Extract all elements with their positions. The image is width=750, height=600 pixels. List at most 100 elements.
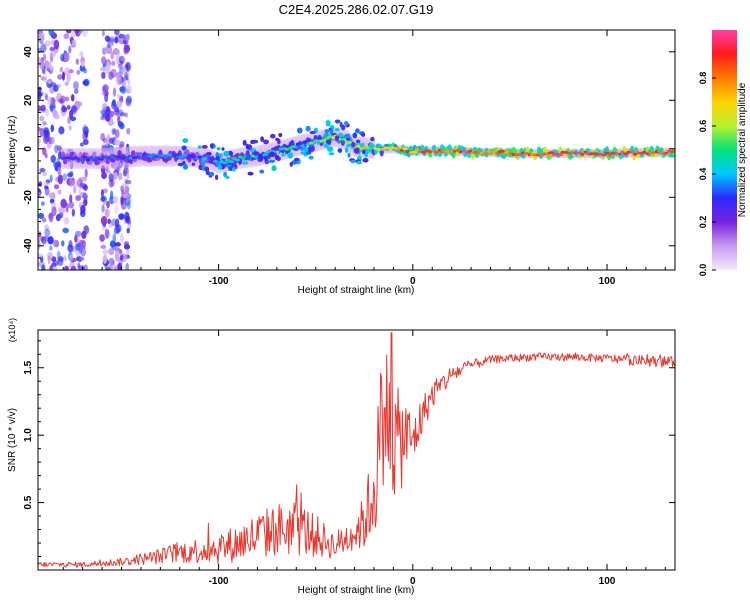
spectrogram-ridge-peak [664,151,668,155]
spectrogram-blob [108,179,114,188]
colorbar-tick-label: 0.6 [698,120,708,133]
spectrogram-ridge-peak [74,156,78,160]
spectrogram-blob [113,172,118,180]
spectrogram-blob [69,177,73,188]
spectrogram-blob [295,142,302,146]
spectrogram-ridge-peak [459,150,463,154]
spectrogram-blob [44,228,51,237]
spectrogram-blob [278,133,283,137]
spectrogram-ridge-peak [431,149,435,153]
spectrogram-blob [102,188,108,194]
spectrogram-blob [48,212,54,223]
spectrogram-blob [71,39,77,46]
spectrogram-blob [242,161,249,165]
spectrogram-blob [53,39,60,50]
spectrogram-blob [114,204,119,215]
spectrogram-blob [119,62,123,71]
spectrogram-blob [38,253,43,259]
spectrogram-blob [107,218,111,224]
spectrogram-blob [82,30,88,37]
spectrogram-ridge-peak [85,158,91,162]
spectrogram-heatmap [38,30,675,270]
spectrogram-blob [60,53,65,62]
spectrogram-blob [116,49,121,55]
spectrogram-blob [82,192,88,200]
spectrogram-blob [57,166,62,176]
spectrogram-blob [61,105,66,113]
spectrogram-blob [41,264,46,270]
spectrogram-blob [347,152,351,158]
spectrogram-blob [38,32,45,42]
spectrogram-blob [126,194,131,202]
spectrogram-blob [68,125,72,131]
spectrogram-blob [64,265,69,270]
spectrogram-ridge-peak [227,160,235,164]
spectrogram-blob [245,154,251,161]
spectrogram-blob [111,60,116,66]
spectrogram-blob [71,104,77,113]
spectrogram-blob [287,152,294,159]
spectrogram-ridge-peak [618,152,621,156]
spectrogram-blob [257,153,264,160]
spectrogram-blob [263,139,269,145]
snr-ylabel: SNR (10 * v/v) [7,408,18,472]
spectrogram-blob [124,179,132,185]
snr-frame [37,329,676,571]
spectrogram-blob [46,142,52,149]
spectrogram-blob [118,213,125,220]
spectrogram-ridge-peak [414,148,421,152]
spectrogram-blob [72,179,78,189]
spectrogram-blob [119,112,126,117]
spectrogram-xlabel: Height of straight line (km) [298,285,415,296]
spectrogram-blob [100,189,104,197]
spectrogram-blob [38,138,41,144]
spectrogram-blob [302,140,308,145]
spectrogram-blob [125,84,132,94]
spectrogram-blob [124,211,130,222]
spectrogram-xtick-label: -100 [209,276,229,287]
spectrogram-blob [120,86,127,95]
spectrogram-blob [104,208,109,218]
spectrogram-blob [69,109,74,119]
spectrogram-ridge-peak [237,155,244,159]
spectrogram-blob [110,190,114,200]
spectrogram-blob [108,257,115,266]
spectrogram-blob [101,204,105,213]
spectrogram-blob [323,143,329,149]
spectrogram-blob [38,212,44,219]
spectrogram-blob [38,191,42,198]
spectrogram-ridge-peak [490,150,494,154]
spectrogram-blob [47,236,54,245]
spectrogram-blob [74,30,80,34]
spectrogram-blob [186,156,192,161]
spectrogram-ridge-peak [241,157,246,161]
spectrogram-blob [99,67,107,72]
spectrogram-blob [38,142,41,148]
spectrogram-blob [62,227,70,234]
spectrogram-blob [108,137,114,144]
spectrogram-blob [39,167,46,173]
spectrogram-blob [44,75,48,84]
spectrogram-blob [39,59,45,70]
spectrogram-ridge-peak [331,136,336,140]
spectrogram-blob [259,169,265,174]
spectrogram-blob [208,171,215,177]
spectrogram-blob [361,132,366,137]
spectrogram-ridge-peak [418,148,423,152]
spectrogram-blob [122,182,128,190]
spectrogram-ridge-peak [462,148,466,152]
spectrogram-ridge-peak [669,150,675,153]
spectrogram-blob [127,79,131,85]
spectrogram-blob [56,157,60,165]
spectrogram-blob [110,240,115,248]
spectrogram-ytick-label: -40 [23,238,34,253]
spectrogram-blob [116,100,123,109]
spectrogram-ridge-peak [547,151,555,155]
spectrogram-blob [80,204,86,214]
spectrogram-ytick-label: -20 [23,190,34,205]
spectrogram-blob [356,139,361,143]
spectrogram-blob [350,160,356,164]
spectrogram-blob [114,30,120,36]
spectrogram-blob [75,248,81,257]
